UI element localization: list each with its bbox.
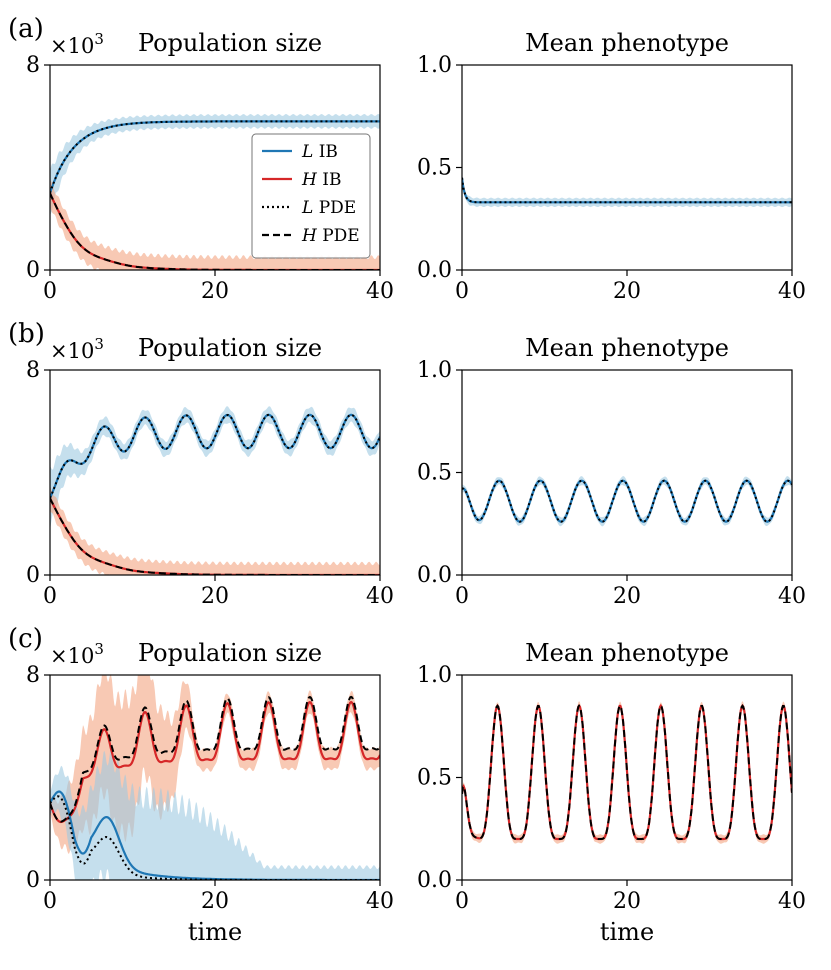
legend-box [251, 133, 371, 259]
legend-label: L IB [301, 142, 338, 162]
series-h-ib [462, 703, 792, 841]
plot-area [462, 701, 792, 844]
y-tick-label: 1.0 [417, 358, 452, 383]
legend-label: H IB [301, 170, 341, 190]
plot-area [50, 675, 380, 880]
series-h-ib [50, 700, 380, 824]
x-tick-label: 40 [778, 889, 806, 914]
y-tick-label: 0.5 [417, 461, 452, 486]
series-h-pde [50, 695, 380, 823]
band-h-ib [50, 485, 380, 575]
chart-title: Mean phenotype [525, 334, 729, 362]
y-multiplier: ×103 [50, 335, 104, 363]
legend: L IB H IB L PDE H PDE [251, 133, 371, 259]
series-l-ib [462, 177, 792, 204]
chart-title: Population size [138, 639, 322, 667]
panel-label: (b) [8, 319, 45, 349]
x-tick-label: 20 [613, 889, 641, 914]
x-tick-label: 0 [455, 279, 469, 304]
chart-title: Mean phenotype [525, 639, 729, 667]
band-l-ib [462, 173, 792, 208]
y-tick-label: 0.0 [417, 258, 452, 283]
chart-c-phen: 0 20 40 0.0 0.5 1.0 Mean phenotype time [417, 639, 806, 946]
y-tick-label: 0.5 [417, 766, 452, 791]
chart-title: Population size [138, 29, 322, 57]
y-tick-label: 0 [26, 563, 40, 588]
chart-a-pop: 0 20 40 0 8 Population size ×103(a) [8, 14, 394, 304]
band-l-ib [462, 476, 792, 527]
x-tick-label: 40 [366, 584, 394, 609]
band-l-ib [50, 748, 380, 880]
series-l-ib [50, 120, 380, 194]
y-tick-label: 0 [26, 258, 40, 283]
x-tick-label: 0 [43, 584, 57, 609]
y-multiplier: ×103 [50, 30, 104, 58]
plot-area [50, 406, 380, 575]
x-tick-label: 20 [613, 584, 641, 609]
x-tick-label: 20 [201, 889, 229, 914]
x-tick-label: 0 [455, 889, 469, 914]
panel-label: (a) [8, 14, 44, 44]
y-tick-label: 0 [26, 868, 40, 893]
x-axis-label: time [188, 918, 242, 946]
band-l-ib [50, 406, 380, 531]
series-l-ib [462, 479, 792, 523]
series-h-pde [462, 704, 792, 840]
x-tick-label: 0 [455, 584, 469, 609]
chart-b-pop: 0 20 40 0 8 Population size ×103(b) [8, 319, 394, 609]
chart-b-phen: 0 20 40 0.0 0.5 1.0 Mean phenotype [417, 334, 806, 609]
x-tick-label: 20 [201, 279, 229, 304]
chart-title: Population size [138, 334, 322, 362]
chart-title: Mean phenotype [525, 29, 729, 57]
y-tick-label: 0.0 [417, 563, 452, 588]
axes-frame [49, 369, 381, 576]
chart-c-pop: 0 20 40 0 8 Population size ×103(c) time [8, 624, 394, 946]
x-tick-label: 40 [778, 279, 806, 304]
band-h-ib [50, 180, 380, 270]
x-tick-label: 20 [613, 279, 641, 304]
y-tick-label: 8 [26, 663, 40, 688]
band-l-ib [50, 114, 380, 215]
legend-label: H PDE [301, 226, 360, 246]
y-tick-label: 0.0 [417, 868, 452, 893]
y-tick-label: 1.0 [417, 663, 452, 688]
y-tick-label: 1.0 [417, 53, 452, 78]
y-multiplier: ×103 [50, 640, 104, 668]
axes-frame [461, 64, 793, 271]
x-axis-label: time [600, 918, 654, 946]
plot-area [462, 173, 792, 208]
chart-a-phen: 0 20 40 0.0 0.5 1.0 Mean phenotype [417, 29, 806, 304]
x-tick-label: 40 [366, 889, 394, 914]
x-tick-label: 20 [201, 584, 229, 609]
legend-label: L PDE [301, 198, 356, 218]
x-tick-label: 40 [366, 279, 394, 304]
y-tick-label: 0.5 [417, 156, 452, 181]
series-l-pde [50, 413, 380, 499]
y-tick-label: 8 [26, 53, 40, 78]
x-tick-label: 40 [778, 584, 806, 609]
panel-label: (c) [8, 624, 43, 654]
plot-area [462, 476, 792, 527]
y-tick-label: 8 [26, 358, 40, 383]
axes-frame [461, 369, 793, 576]
x-tick-label: 0 [43, 279, 57, 304]
x-tick-label: 0 [43, 889, 57, 914]
